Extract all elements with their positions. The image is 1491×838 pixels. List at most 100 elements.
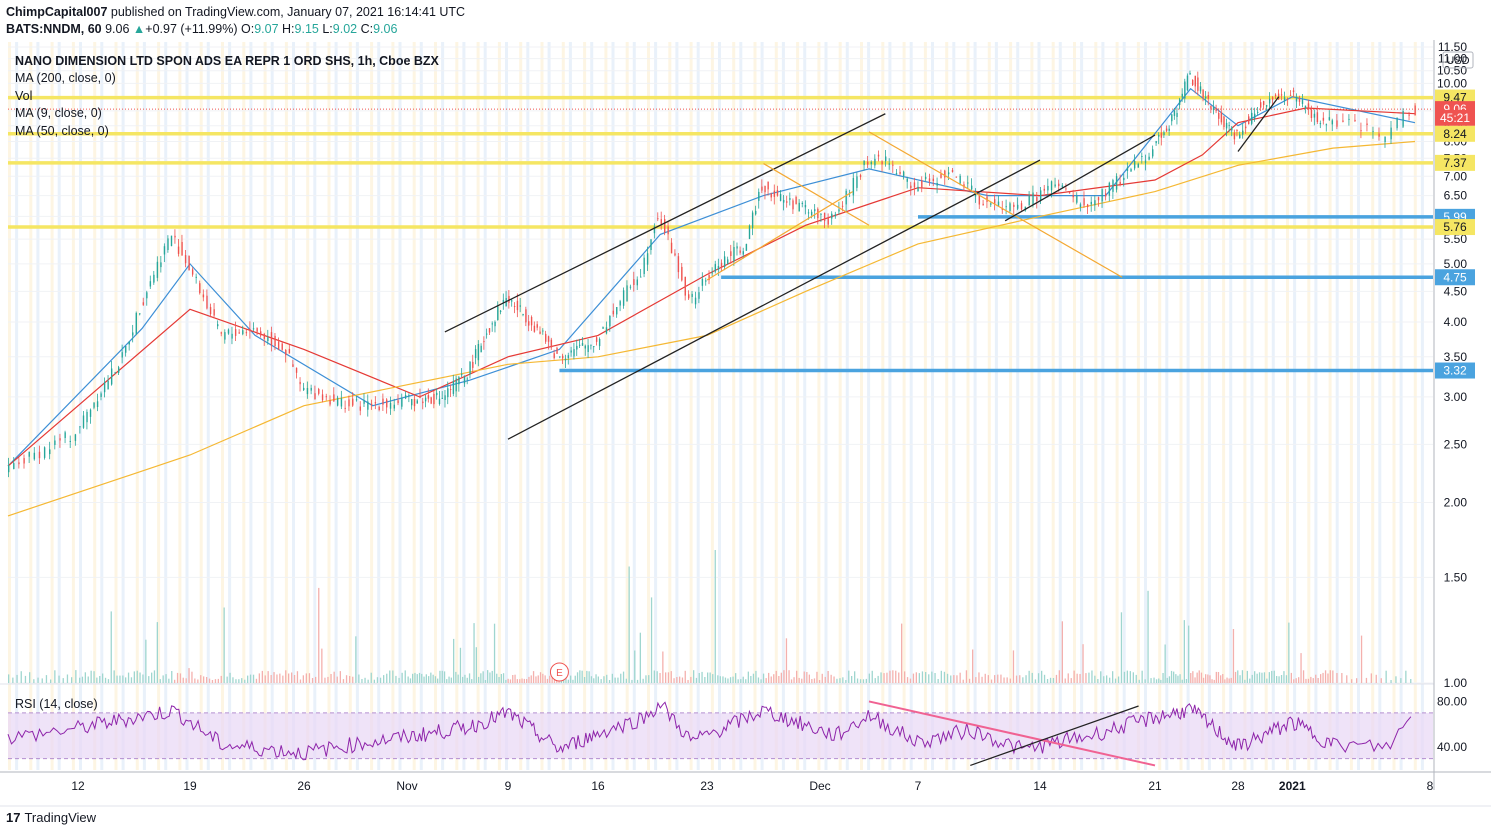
volume-bar [308, 673, 311, 683]
volume-bar [909, 678, 912, 683]
volume-bar [194, 678, 196, 683]
candle-body [336, 397, 339, 406]
volume-bar [1241, 670, 1244, 683]
volume-bar [673, 678, 675, 683]
candle-body [932, 178, 935, 181]
volume-bar [824, 676, 826, 683]
candle-body [1313, 113, 1316, 118]
candle-body [355, 399, 358, 401]
candle-body [1360, 130, 1362, 132]
candle-body [288, 348, 291, 354]
candle-body [333, 394, 335, 402]
candle-body [378, 406, 380, 410]
session-stripe [945, 42, 949, 770]
candle-body [779, 194, 782, 201]
candle-body [89, 409, 92, 417]
rsi-legend-label[interactable]: RSI (14, close) [15, 697, 98, 711]
candle-body [488, 328, 491, 333]
volume-bar [1268, 672, 1270, 683]
volume-bar [162, 675, 164, 683]
session-stripe [114, 42, 118, 770]
session-stripe [284, 42, 288, 770]
time-axis[interactable]: 12 19 26 Nov 9 16 23 Dec 7 14 21 28 2021 8 [0, 771, 1491, 807]
volume-bar [1385, 670, 1387, 683]
volume-bar [1123, 671, 1126, 683]
candle-body [1220, 112, 1223, 123]
tradingview-logo[interactable]: 17 TradingView [6, 810, 96, 825]
session-stripe [15, 42, 19, 770]
legend-item-volume[interactable]: Vol [15, 88, 33, 103]
candle-body [1155, 141, 1157, 144]
volume-bar [291, 672, 293, 683]
candle-body [626, 285, 628, 302]
horizontal-levels[interactable] [8, 95, 1433, 373]
volume-bar [1150, 678, 1152, 683]
legend-item-ma200[interactable]: MA (200, close, 0) [15, 71, 116, 86]
candle-body [612, 310, 615, 315]
candle-body [191, 269, 194, 275]
price-axis[interactable]: 11.5011.0010.5010.009.509.008.508.007.50… [1433, 40, 1491, 790]
volume-bar [868, 673, 870, 683]
candle-body [877, 154, 880, 157]
volume-bar [1278, 676, 1280, 683]
session-stripe [583, 42, 587, 770]
candle-body [466, 378, 468, 380]
candle-body [1228, 125, 1230, 127]
volume-bar [1177, 675, 1179, 683]
volume-bar [50, 679, 52, 683]
volume-bar [1135, 674, 1137, 683]
candle-body [581, 343, 584, 346]
candle-body [274, 335, 276, 346]
volume-bar [1012, 650, 1015, 683]
session-stripe [1335, 42, 1339, 770]
session-stripe [753, 42, 757, 770]
author-name[interactable]: ChimpCapital007 [6, 5, 108, 19]
volume-bar [972, 649, 974, 683]
volume-bar [653, 670, 655, 683]
volume-bar [770, 676, 772, 683]
candle-body [633, 279, 635, 285]
volume-bar [1025, 675, 1027, 683]
session-stripe [547, 42, 551, 770]
close-label: C: [360, 22, 374, 36]
candle-body [888, 163, 890, 165]
currency-label: USD [1446, 55, 1469, 67]
volume-bar [968, 678, 971, 683]
volume-bar [1070, 678, 1072, 683]
volume-bar [1351, 679, 1353, 683]
legend-item-ma9[interactable]: MA (9, close, 0) [15, 106, 102, 121]
candle-body [982, 203, 984, 205]
volume-bar [865, 678, 867, 683]
trend-drawings[interactable]: E [444, 96, 1280, 682]
volume-bar [90, 670, 92, 683]
candle-body [1331, 120, 1334, 125]
volume-bar [165, 674, 167, 683]
session-stripe [1207, 42, 1211, 770]
volume-bar [603, 676, 605, 683]
volume-bar [1217, 672, 1220, 683]
volume-bar [1188, 625, 1190, 683]
volume-bar [214, 679, 217, 683]
price-tick-label: 1.00 [1444, 676, 1468, 690]
candle-body [401, 397, 403, 407]
legend-item-ma50[interactable]: MA (50, close, 0) [15, 123, 109, 138]
volume-bar [1120, 612, 1123, 683]
volume-bar [780, 672, 782, 683]
volume-bar [818, 680, 821, 683]
volume-bar [953, 675, 955, 683]
session-stripe [1080, 42, 1084, 770]
candle-body [584, 345, 587, 349]
candle-body [924, 176, 927, 179]
volume-bar [783, 670, 785, 683]
candle-body [643, 257, 645, 274]
volume-bar [956, 675, 958, 683]
session-stripe [228, 42, 232, 770]
candle-body [619, 301, 621, 306]
candle-body [28, 452, 30, 457]
candle-body [1040, 190, 1042, 201]
session-stripe [625, 42, 629, 770]
candle-body [867, 161, 869, 165]
session-stripe [355, 42, 359, 770]
price-tick-label: 1.50 [1444, 570, 1468, 584]
